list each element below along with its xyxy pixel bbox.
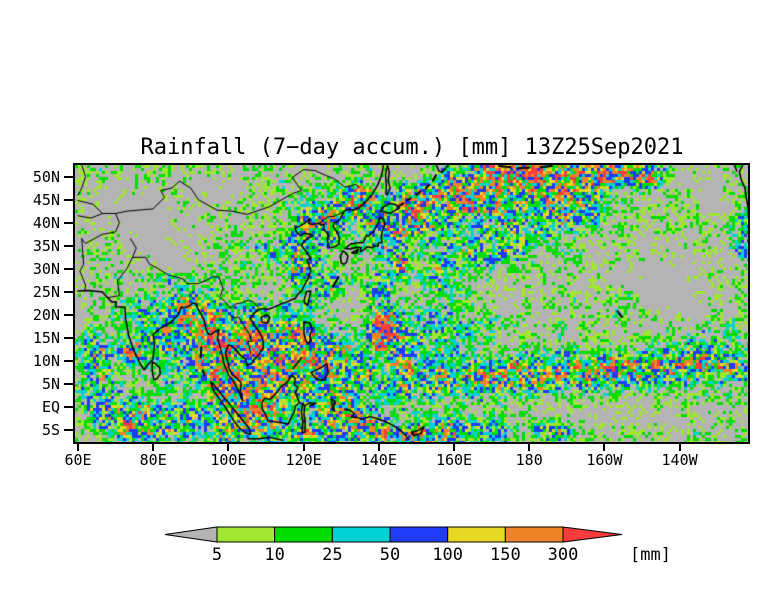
x-axis-tick [152, 442, 155, 451]
y-axis-label: 15N [32, 329, 60, 348]
legend-threshold-label: 5 [212, 545, 222, 565]
y-axis-tick [64, 406, 74, 409]
x-axis-tick [302, 442, 305, 451]
legend-colorbar: 5 10 25 50 100 150 300 [mm] [164, 526, 671, 565]
y-axis-label: 5S [41, 421, 60, 440]
y-axis-label: 20N [32, 306, 60, 325]
x-axis-label: 140W [661, 451, 698, 469]
legend-segment [274, 526, 333, 543]
y-axis-tick [64, 244, 74, 247]
x-axis-tick [603, 442, 606, 451]
y-axis-tick [64, 290, 74, 293]
legend-under-arrow [164, 526, 218, 543]
y-axis-label: 35N [32, 236, 60, 255]
legend-threshold-label: 10 [264, 545, 284, 565]
x-axis-label: 100E [210, 451, 247, 469]
y-axis-label: 5N [41, 375, 60, 394]
x-axis-label: 120E [285, 451, 322, 469]
y-axis-label: 50N [32, 167, 60, 186]
y-axis-tick [64, 175, 74, 178]
x-axis-label: 160W [586, 451, 623, 469]
y-axis-tick [64, 267, 74, 270]
y-axis-label: 45N [32, 190, 60, 209]
legend-threshold-label: 300 [548, 545, 579, 565]
x-axis-label: 140E [360, 451, 397, 469]
x-axis-label: 60E [64, 451, 92, 469]
y-axis-tick [64, 198, 74, 201]
x-axis-tick [453, 442, 455, 451]
x-axis-tick [377, 442, 380, 451]
legend-threshold-label: 25 [322, 545, 342, 565]
y-axis-label: 30N [32, 259, 60, 278]
y-axis-tick [64, 429, 74, 432]
legend-segment [504, 526, 564, 543]
legend-threshold-label: 100 [432, 545, 463, 565]
legend-threshold-label: 150 [490, 545, 521, 565]
x-axis-label: 180 [515, 451, 543, 469]
legend-unit-label: [mm] [630, 545, 671, 565]
legend-segment [447, 526, 506, 543]
x-axis-tick [678, 442, 681, 451]
x-axis-label: 80E [139, 451, 167, 469]
rainfall-heatmap-canvas [75, 165, 748, 442]
x-axis-label: 160E [435, 451, 473, 469]
x-axis-tick [77, 442, 79, 451]
y-axis-tick [64, 314, 74, 317]
y-axis-tick [64, 221, 74, 224]
legend-segment [389, 526, 449, 543]
y-axis-label: 25N [32, 282, 60, 301]
x-axis-tick [227, 442, 230, 451]
y-axis-tick [64, 360, 74, 363]
y-axis-label: 40N [32, 213, 60, 232]
legend-segment [331, 526, 391, 543]
y-axis-tick [64, 337, 74, 340]
legend-threshold-label: 50 [380, 545, 400, 565]
y-axis-label: 10N [32, 352, 60, 371]
legend-segment [216, 526, 276, 543]
legend-over-arrow [562, 526, 623, 543]
chart-title: Rainfall (7−day accum.) [mm] 13Z25Sep202… [140, 135, 684, 160]
y-axis-tick [64, 383, 74, 386]
x-axis-tick [528, 442, 531, 451]
y-axis-label: EQ [41, 398, 60, 417]
